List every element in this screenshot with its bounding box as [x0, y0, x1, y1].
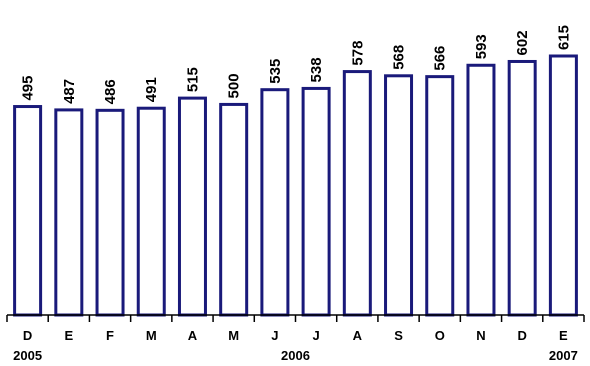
bar-9 — [384, 74, 414, 317]
year-labels-group: 2005 2006 2007 — [13, 348, 578, 363]
year-label-0: 2005 — [13, 348, 42, 363]
data-label-11: 593 — [473, 34, 490, 59]
bar-12 — [507, 59, 537, 317]
x-ticks-group — [6, 315, 585, 322]
bar-2 — [95, 108, 125, 317]
x-tick-label-6: J — [271, 328, 278, 343]
x-tick-label-1: E — [64, 328, 73, 343]
bar-11 — [466, 63, 496, 317]
bars-group — [13, 54, 578, 317]
data-label-4: 515 — [184, 67, 201, 92]
bar-4 — [177, 96, 207, 317]
bar-6 — [260, 88, 290, 317]
data-label-13: 615 — [555, 25, 572, 50]
data-label-2: 486 — [102, 79, 119, 104]
bar-5 — [219, 102, 249, 317]
data-label-1: 487 — [61, 79, 78, 104]
x-tick-label-9: S — [394, 328, 403, 343]
year-label-1: 2006 — [281, 348, 310, 363]
data-label-3: 491 — [143, 77, 160, 102]
x-tick-label-11: N — [476, 328, 485, 343]
x-tick-label-2: F — [106, 328, 114, 343]
x-tick-label-7: J — [312, 328, 319, 343]
x-tick-label-13: E — [559, 328, 568, 343]
x-tick-label-0: D — [23, 328, 32, 343]
bar-3 — [136, 106, 166, 317]
x-tick-label-10: O — [435, 328, 445, 343]
x-tick-label-12: D — [517, 328, 526, 343]
data-label-9: 568 — [391, 45, 408, 70]
year-label-2: 2007 — [549, 348, 578, 363]
data-label-0: 495 — [20, 76, 37, 101]
bar-10 — [425, 75, 455, 317]
data-label-5: 500 — [226, 73, 243, 98]
bar-0 — [13, 105, 43, 317]
data-label-7: 538 — [308, 57, 325, 82]
bar-1 — [54, 108, 84, 317]
data-label-6: 535 — [267, 59, 284, 84]
bar-8 — [342, 70, 372, 317]
x-tick-label-4: A — [188, 328, 198, 343]
data-label-10: 566 — [432, 46, 449, 71]
data-labels-group: 495 487 486 491 515 500 535 538 578 568 566 593 602 6… — [20, 25, 573, 104]
x-tick-label-3: M — [146, 328, 157, 343]
bar-7 — [301, 86, 331, 317]
x-tick-label-8: A — [353, 328, 363, 343]
bar-13 — [548, 54, 578, 317]
data-label-8: 578 — [349, 41, 366, 66]
data-label-12: 602 — [514, 30, 531, 55]
x-tick-label-5: M — [228, 328, 239, 343]
